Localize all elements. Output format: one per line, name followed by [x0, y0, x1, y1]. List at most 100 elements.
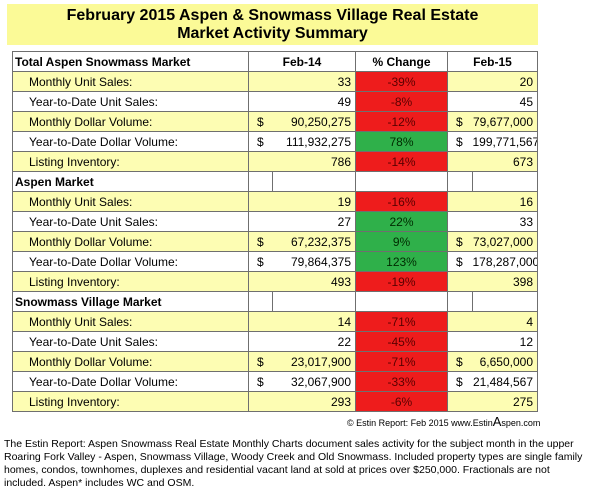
credit-suffix: spen.com: [501, 418, 541, 428]
feb-14-currency: [248, 151, 273, 172]
feb-15-value: 6,650,000: [472, 351, 538, 372]
feb-14-value: 14: [272, 311, 356, 332]
empty-cell: [447, 291, 473, 312]
feb-15-currency: $: [447, 351, 473, 372]
feb-14-currency: [248, 191, 273, 212]
feb-15-currency: [447, 331, 473, 352]
feb-14-value: 493: [272, 271, 356, 292]
table-row: Year-to-Date Unit Sales: 22 -45% 12: [12, 331, 538, 352]
table-row: Monthly Dollar Volume: $23,017,900 -71% $6,…: [12, 351, 538, 372]
row-label: Monthly Dollar Volume:: [12, 351, 249, 372]
row-label: Year-to-Date Dollar Volume:: [12, 131, 249, 152]
feb-15-currency: [447, 311, 473, 332]
feb-14-currency: [248, 331, 273, 352]
table-row: Year-to-Date Dollar Volume: $111,932,275 7…: [12, 131, 538, 152]
feb-15-value: 178,287,000: [472, 251, 538, 272]
report-subtitle: Market Activity Summary: [177, 25, 368, 42]
feb-15-currency: $: [447, 251, 473, 272]
feb-15-currency: $: [447, 111, 473, 132]
row-label: Monthly Unit Sales:: [12, 71, 249, 92]
feb-15-value: 20: [472, 71, 538, 92]
empty-cell: [355, 291, 448, 312]
empty-cell: [447, 171, 473, 192]
feb-15-value: 275: [472, 391, 538, 412]
table-row: Listing Inventory: 786 -14% 673: [12, 151, 538, 172]
row-label: Year-to-Date Unit Sales:: [12, 91, 249, 112]
feb-14-value: 786: [272, 151, 356, 172]
feb-14-currency: $: [248, 371, 273, 392]
header-feb-14: Feb-14: [248, 51, 356, 72]
credit-prefix: © Estin Report: Feb 2015 www.Estin: [347, 418, 493, 428]
feb-15-currency: [447, 271, 473, 292]
percent-change-value: -14%: [355, 151, 448, 172]
market-summary-table: Total Aspen Snowmass Market Feb-14 % Cha…: [12, 51, 538, 412]
empty-cell: [472, 291, 538, 312]
table-row: Monthly Dollar Volume: $90,250,275 -12% $79…: [12, 111, 538, 132]
feb-15-value: 4: [472, 311, 538, 332]
feb-14-currency: $: [248, 351, 273, 372]
row-label: Year-to-Date Unit Sales:: [12, 211, 249, 232]
feb-15-value: 199,771,567: [472, 131, 538, 152]
feb-15-currency: [447, 151, 473, 172]
feb-14-currency: $: [248, 251, 273, 272]
percent-change-value: -19%: [355, 271, 448, 292]
percent-change-value: -12%: [355, 111, 448, 132]
percent-change-value: -16%: [355, 191, 448, 212]
feb-14-currency: [248, 211, 273, 232]
feb-14-currency: [248, 91, 273, 112]
feb-15-value: 73,027,000: [472, 231, 538, 252]
feb-14-value: 111,932,275: [272, 131, 356, 152]
feb-15-currency: [447, 91, 473, 112]
feb-15-currency: [447, 71, 473, 92]
credit-logo-letter: A: [492, 414, 502, 429]
feb-15-currency: $: [447, 231, 473, 252]
feb-15-currency: $: [447, 131, 473, 152]
feb-14-value: 22: [272, 331, 356, 352]
feb-15-currency: [447, 191, 473, 212]
row-label: Year-to-Date Unit Sales:: [12, 331, 249, 352]
table-row: Year-to-Date Unit Sales: 49 -8% 45: [12, 91, 538, 112]
percent-change-value: -45%: [355, 331, 448, 352]
feb-15-currency: [447, 391, 473, 412]
table-row: Monthly Unit Sales: 33 -39% 20: [12, 71, 538, 92]
table-body: Total Aspen Snowmass Market Feb-14 % Cha…: [12, 51, 538, 412]
table-row: Year-to-Date Unit Sales: 27 22% 33: [12, 211, 538, 232]
feb-14-value: 90,250,275: [272, 111, 356, 132]
feb-14-currency: [248, 71, 273, 92]
row-label: Year-to-Date Dollar Volume:: [12, 251, 249, 272]
title-banner: February 2015 Aspen & Snowmass Village R…: [7, 4, 538, 45]
feb-14-value: 19: [272, 191, 356, 212]
empty-cell: [248, 291, 273, 312]
header-percent-change: % Change: [355, 51, 448, 72]
feb-14-currency: [248, 271, 273, 292]
feb-15-value: 21,484,567: [472, 371, 538, 392]
row-label: Monthly Unit Sales:: [12, 311, 249, 332]
table-row: Monthly Dollar Volume: $67,232,375 9% $73,0…: [12, 231, 538, 252]
feb-14-value: 33: [272, 71, 356, 92]
header-feb-15: Feb-15: [447, 51, 538, 72]
feb-15-value: 33: [472, 211, 538, 232]
empty-cell: [248, 171, 273, 192]
section-title: Snowmass Village Market: [12, 291, 249, 312]
feb-14-value: 79,864,375: [272, 251, 356, 272]
report-title: February 2015 Aspen & Snowmass Village R…: [66, 7, 479, 24]
row-label: Listing Inventory:: [12, 391, 249, 412]
empty-cell: [272, 171, 356, 192]
feb-15-value: 45: [472, 91, 538, 112]
empty-cell: [272, 291, 356, 312]
section-header-row: Snowmass Village Market: [12, 291, 538, 312]
empty-cell: [472, 171, 538, 192]
table-row: Monthly Unit Sales: 19 -16% 16: [12, 191, 538, 212]
feb-14-currency: $: [248, 131, 273, 152]
feb-15-currency: $: [447, 371, 473, 392]
table-row: Listing Inventory: 293 -6% 275: [12, 391, 538, 412]
table-header-row: Total Aspen Snowmass Market Feb-14 % Cha…: [12, 51, 538, 72]
percent-change-value: -71%: [355, 311, 448, 332]
feb-14-value: 27: [272, 211, 356, 232]
percent-change-value: -6%: [355, 391, 448, 412]
feb-15-currency: [447, 211, 473, 232]
table-row: Listing Inventory: 493 -19% 398: [12, 271, 538, 292]
row-label: Monthly Unit Sales:: [12, 191, 249, 212]
percent-change-value: -39%: [355, 71, 448, 92]
percent-change-value: -71%: [355, 351, 448, 372]
